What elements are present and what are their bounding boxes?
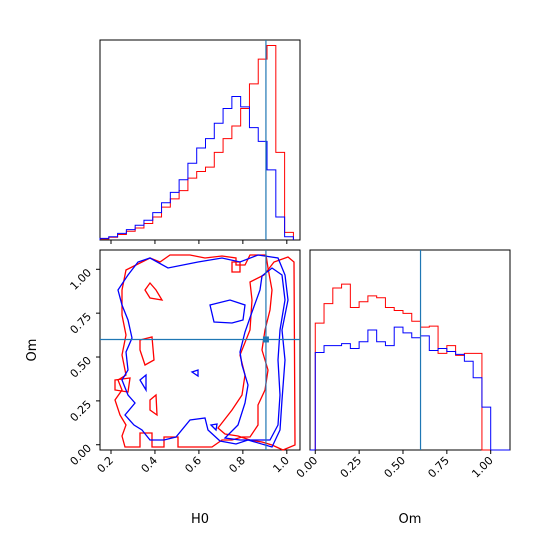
joint-contour-frame bbox=[99, 249, 301, 451]
joint-x-ticks: 0.2 0.4 0.6 0.8 1.0 bbox=[95, 450, 292, 475]
h0-histogram-panel bbox=[99, 39, 301, 244]
joint-contour-line-3 bbox=[144, 281, 164, 301]
om-x-tick-label-2: 0.50 bbox=[382, 454, 409, 481]
om-histogram-panel: 0.00 0.25 0.50 0.75 1.00 Om bbox=[294, 249, 511, 527]
om-histogram-frame bbox=[309, 249, 511, 451]
joint-contour-line-10 bbox=[139, 373, 147, 393]
joint-y-tick-label-3: 0.75 bbox=[68, 310, 95, 337]
joint-contour-line-5 bbox=[114, 377, 131, 393]
joint-contour-line-0 bbox=[114, 254, 273, 448]
om-x-tick-label-1: 0.25 bbox=[338, 454, 365, 481]
joint-x-axis-label: H0 bbox=[191, 512, 209, 527]
joint-contour-line-2 bbox=[139, 336, 155, 366]
joint-y-tick-label-0: 0.00 bbox=[68, 442, 95, 469]
joint-contour-line-8 bbox=[223, 267, 286, 441]
joint-y-tick-label-1: 0.25 bbox=[68, 398, 95, 425]
joint-y-tick-label-2: 0.50 bbox=[68, 354, 95, 381]
joint-x-tick-label-4: 1.0 bbox=[270, 454, 292, 476]
joint-y-axis-label: Om bbox=[25, 339, 40, 362]
joint-y-ticks: 0.00 0.25 0.50 0.75 1.00 bbox=[68, 266, 100, 468]
joint-x-tick-label-3: 0.8 bbox=[226, 454, 248, 476]
om-x-axis-label: Om bbox=[399, 512, 422, 527]
om-histogram-ticks: 0.00 0.25 0.50 0.75 1.00 bbox=[294, 450, 496, 480]
h0-histogram-series bbox=[99, 44, 294, 240]
joint-contour-line-7 bbox=[117, 254, 289, 448]
joint-x-tick-label-1: 0.4 bbox=[138, 454, 160, 476]
joint-truth-marker bbox=[262, 336, 269, 343]
joint-contour-line-9 bbox=[209, 299, 246, 324]
om-x-tick-label-3: 0.75 bbox=[425, 454, 452, 481]
joint-contour-line-12 bbox=[209, 423, 218, 432]
joint-contour-line-11 bbox=[190, 369, 199, 378]
h0-histogram-series-0 bbox=[99, 44, 294, 240]
joint-y-tick-label-4: 1.00 bbox=[68, 266, 95, 293]
om-x-tick-label-4: 1.00 bbox=[469, 454, 496, 481]
joint-contour-lines bbox=[114, 254, 296, 451]
h0-histogram-ticks bbox=[110, 240, 288, 244]
om-histogram-series-1 bbox=[310, 326, 510, 451]
joint-contour-line-4 bbox=[149, 393, 158, 417]
joint-x-tick-label-2: 0.6 bbox=[182, 454, 204, 476]
om-x-tick-label-0: 0.00 bbox=[294, 454, 321, 481]
om-histogram-series bbox=[310, 283, 510, 451]
h0-histogram-series-1 bbox=[99, 95, 294, 240]
joint-contour-panel: 0.2 0.4 0.6 0.8 1.0 0.000.250.500.751.00 H0 … bbox=[25, 249, 301, 527]
h0-histogram-frame bbox=[99, 39, 301, 241]
joint-x-tick-label-0: 0.2 bbox=[95, 454, 117, 476]
om-histogram-series-0 bbox=[310, 283, 510, 451]
